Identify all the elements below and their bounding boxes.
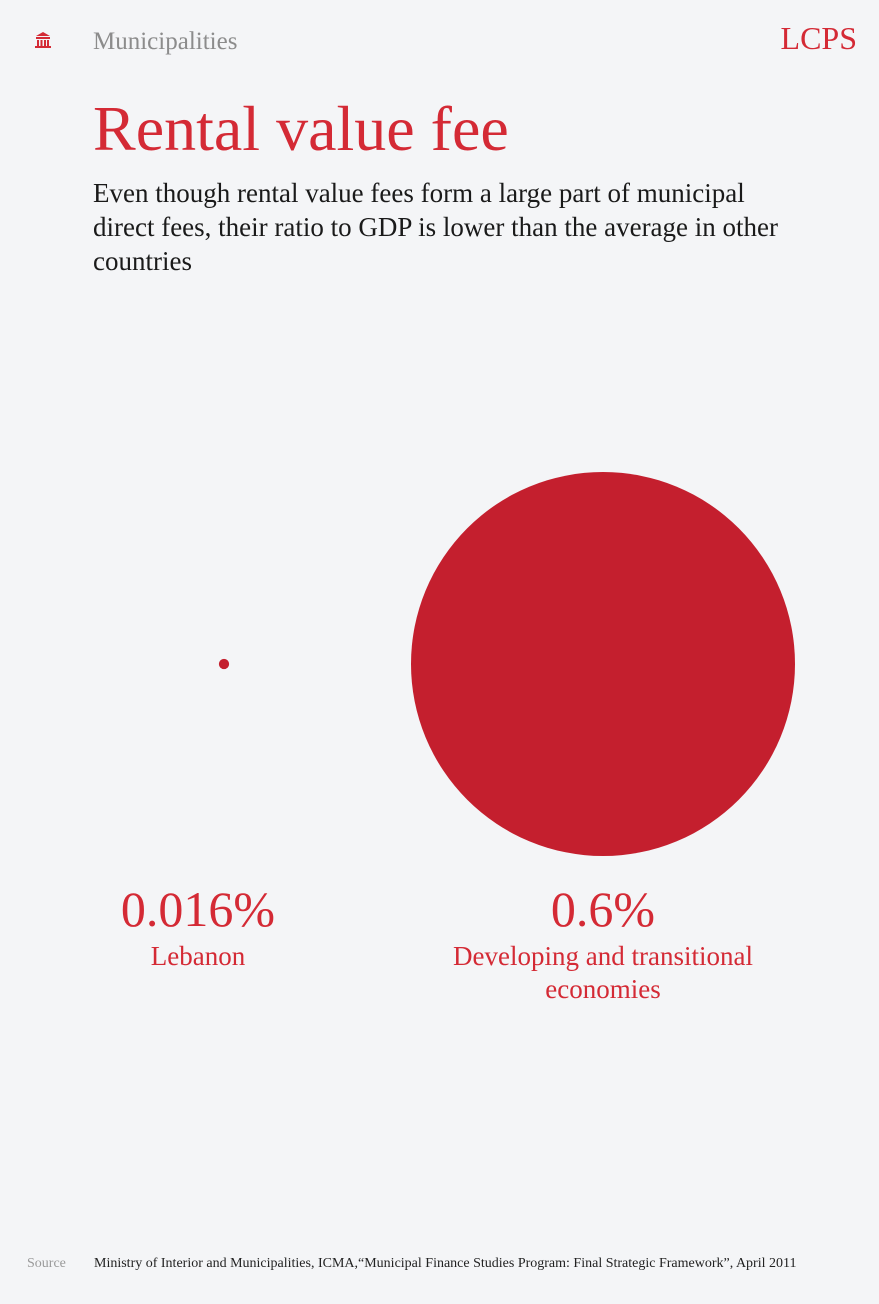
value-label: 0.016% [120,881,276,937]
source-label: Source [27,1256,66,1271]
chart-subtitle: Even though rental value fees form a lar… [93,178,779,276]
bubble [218,658,230,670]
logo: LCPS [780,20,857,56]
source: Ministry of Interior and Municipalities,… [94,1256,797,1271]
section-name: Municipalities [93,28,238,55]
icon [35,32,51,48]
category-label: Developing and transitional economies [453,941,753,1004]
chart-title: Rental value fee [93,93,509,164]
bubble [411,472,795,856]
category-label: Lebanon [150,941,246,971]
value-label: 0.6% [550,881,656,937]
